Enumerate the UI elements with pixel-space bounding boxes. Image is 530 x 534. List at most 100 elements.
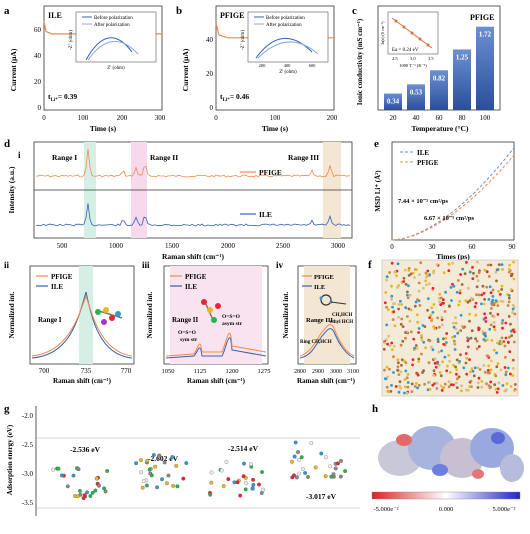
atom [496,362,500,365]
y-axis-label: Normalized int. [8,291,16,338]
atom [490,300,494,304]
atom [506,366,510,370]
atom [469,336,473,340]
atom [492,348,496,352]
panel-g: g Adsorption energy (eV) -2.0 -2.5 -3.0 … [4,403,360,516]
atom [433,382,436,386]
atom [415,313,419,317]
atom [500,321,504,325]
atom [93,488,98,493]
atom [482,332,486,336]
legend-label: ILE [417,149,429,157]
atom [463,272,467,276]
atom [490,307,493,310]
atom [313,465,318,470]
atom [457,329,461,333]
y-axis-label: Adsorption energy (eV) [6,424,14,495]
atom [439,303,443,306]
atom [397,303,401,306]
atom [432,303,436,306]
nyquist-before [85,37,133,61]
bar [453,49,471,110]
atom [397,361,400,365]
atom [466,339,470,343]
atom [392,371,395,374]
atom [442,342,446,346]
peak-annotation: ethyl HCH [330,320,353,325]
atom [139,470,144,475]
atom [153,464,158,469]
atom [496,304,500,307]
atom [461,267,465,271]
atom [417,327,421,330]
atom [420,334,423,338]
atom [393,324,397,328]
atom [420,352,423,356]
atom [507,296,511,300]
atom [394,385,398,388]
atom [501,300,505,303]
atom [511,367,515,370]
atom [244,481,248,486]
atom [480,385,484,389]
x-tick-label: 1000 [109,242,124,250]
atom [470,329,474,333]
atom [402,276,406,280]
atom [384,377,388,381]
atom [474,337,477,341]
panel-letter-a: a [4,5,10,17]
atom [436,316,439,320]
atom [458,291,462,295]
atom [494,387,498,391]
atom [383,301,387,305]
atom [323,474,328,479]
atom [474,301,478,305]
atom [493,383,497,387]
atom [424,271,428,275]
legend-label: ILE [185,283,197,291]
atom [416,320,420,324]
atom [76,467,81,472]
x-axis-label: Raman shift (cm⁻¹) [53,377,112,385]
atom [407,284,410,288]
atom [303,471,308,475]
sample-label: PFIGE [220,11,244,20]
x-tick-label: 1500 [165,242,180,250]
atom [430,306,434,310]
atom [102,486,107,491]
x-axis-label: Time (s) [90,124,117,133]
atom [437,363,441,367]
atom [512,277,516,281]
x-tick-label: 0 [390,243,394,251]
atom [226,477,231,482]
atom [442,301,445,305]
atom [481,330,485,334]
atom [501,326,504,330]
atom [406,381,410,384]
atom [496,387,500,391]
atom [441,298,445,302]
atom [439,296,443,300]
atom [488,371,491,375]
atom [511,374,515,377]
atom [488,386,492,390]
atom [468,270,472,274]
atom [454,321,458,325]
atom [51,467,56,472]
atom [406,315,409,318]
atom [390,384,393,387]
atom [397,284,401,287]
panel-h: h -5.000e⁻² 0.000 5.000e⁻² [371,403,524,513]
atom [385,323,389,327]
atom [404,336,407,340]
atom [460,384,463,388]
atom [309,441,314,445]
panel-letter-h: h [372,403,378,415]
atom [472,374,476,378]
atom [147,467,152,472]
atom [487,298,491,301]
atom [431,311,435,314]
x-axis-label: Times (ps) [436,252,470,261]
atom [437,350,441,354]
inset-y-label: -Z'' (ohm) [241,30,246,50]
